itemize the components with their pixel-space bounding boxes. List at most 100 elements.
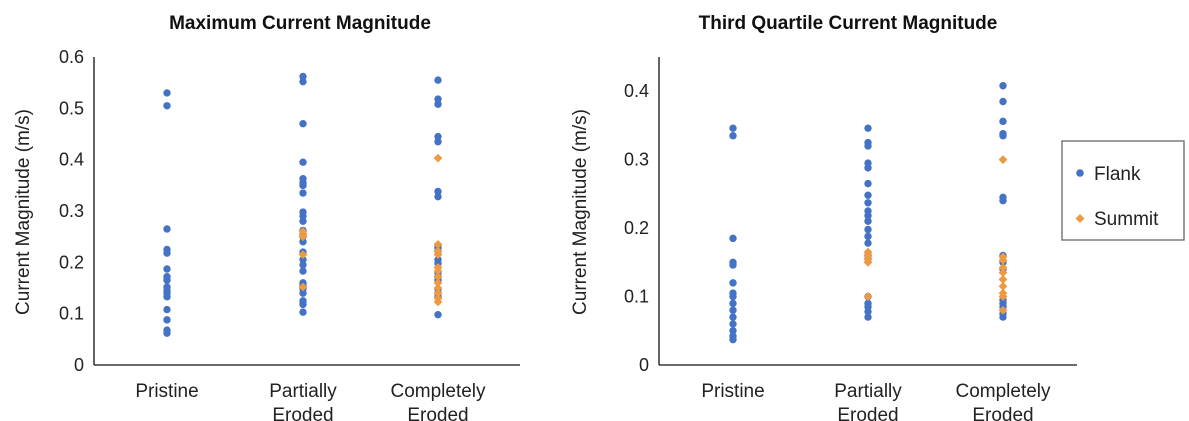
summit-data-point — [998, 292, 1008, 301]
flank-data-point — [864, 307, 872, 316]
flank-data-point — [163, 102, 171, 110]
flank-data-point — [434, 100, 442, 108]
y-axis-label: Current Magnitude (m/s) — [13, 109, 34, 315]
flank-data-point — [999, 117, 1007, 126]
flank-data-point — [299, 289, 307, 297]
legend: Flank Summit — [1061, 140, 1185, 241]
flank-data-point — [434, 132, 442, 141]
legend-box — [1061, 140, 1185, 241]
summit-data-point — [433, 283, 443, 293]
flank-data-point — [163, 225, 171, 233]
flank-data-point — [729, 124, 737, 132]
flank-data-point — [163, 316, 171, 324]
flank-data-point — [864, 191, 872, 199]
flank-data-point — [299, 267, 307, 275]
flank-data-point — [864, 313, 872, 321]
summit-data-point — [998, 275, 1008, 284]
x-category-label: Pristine — [135, 381, 198, 402]
flank-data-point — [163, 249, 171, 257]
legend-flank-label: Flank — [1094, 164, 1141, 185]
flank-data-point — [163, 293, 171, 301]
flank-data-point — [434, 187, 442, 196]
flank-data-point — [999, 82, 1007, 90]
flank-data-point — [729, 261, 737, 269]
flank-data-point — [729, 320, 737, 328]
summit-data-point — [433, 266, 443, 276]
flank-data-point — [729, 335, 737, 344]
flank-data-point — [299, 308, 307, 316]
flank-data-point — [729, 313, 737, 321]
y-tick-label: 0.4 — [624, 81, 649, 101]
flank-data-point — [163, 276, 171, 284]
y-tick-label: 0.3 — [59, 201, 84, 221]
flank-data-point — [299, 72, 307, 81]
flank-data-point — [299, 77, 307, 86]
flank-data-point — [999, 313, 1007, 321]
summit-data-point — [863, 292, 873, 301]
flank-data-point — [434, 310, 442, 319]
y-tick-label: 0.5 — [59, 98, 84, 118]
summit-data-point — [998, 263, 1008, 273]
flank-data-point — [864, 225, 872, 234]
summit-data-point — [998, 281, 1008, 291]
flank-data-point — [299, 120, 307, 128]
chart-title: Maximum Current Magnitude — [169, 13, 431, 34]
summit-data-point — [998, 155, 1008, 165]
flank-data-point — [299, 300, 307, 309]
x-category-label: Partially Eroded — [269, 381, 337, 421]
flank-data-point — [163, 305, 171, 314]
flank-data-point — [864, 199, 872, 207]
flank-data-point — [864, 179, 872, 188]
summit-data-point — [433, 239, 443, 249]
flank-data-point — [729, 292, 737, 301]
flank-data-point — [163, 265, 171, 273]
summit-data-point — [998, 268, 1008, 277]
flank-data-point — [299, 189, 307, 197]
flank-data-point — [864, 142, 872, 150]
flank-data-point — [434, 95, 442, 103]
flank-data-point — [163, 329, 171, 337]
summit-data-point — [298, 282, 308, 292]
chart-maximum-current-magnitude: Maximum Current Magnitude Current Magnit… — [13, 13, 520, 421]
x-category-label: Partially Eroded — [834, 381, 902, 421]
x-category-label: Completely Eroded — [390, 381, 486, 421]
flank-data-point — [729, 327, 737, 335]
flank-data-point — [729, 132, 737, 140]
y-tick-label: 0.3 — [624, 150, 649, 170]
summit-data-point — [433, 272, 443, 282]
chart-title: Third Quartile Current Magnitude — [699, 13, 998, 34]
y-axis-label: Current Magnitude (m/s) — [570, 109, 591, 315]
flank-data-point — [729, 306, 737, 314]
summit-data-point — [998, 255, 1008, 265]
x-category-label: Completely Eroded — [955, 381, 1051, 421]
legend-summit-label: Summit — [1094, 209, 1159, 230]
summit-data-point — [433, 250, 443, 260]
flank-data-point — [864, 232, 872, 241]
flank-data-point — [729, 299, 737, 308]
flank-data-point — [299, 158, 307, 166]
summit-data-point — [433, 297, 443, 307]
y-tick-label: 0.6 — [59, 47, 84, 67]
flank-data-point — [434, 138, 442, 146]
y-tick-label: 0 — [639, 355, 649, 375]
legend-summit-marker — [1075, 214, 1085, 223]
flank-data-point — [163, 89, 171, 97]
y-tick-label: 0.2 — [59, 252, 84, 272]
summit-data-point — [298, 250, 308, 260]
flank-data-point — [434, 192, 442, 201]
flank-data-point — [864, 164, 872, 172]
x-category-label: Pristine — [701, 381, 764, 402]
flank-data-point — [299, 261, 307, 269]
summit-data-point — [998, 305, 1008, 315]
flank-data-point — [864, 124, 872, 132]
flank-data-point — [999, 132, 1007, 140]
summit-data-point — [433, 153, 443, 163]
flank-data-point — [434, 76, 442, 84]
summit-data-point — [863, 257, 873, 267]
flank-data-point — [299, 238, 307, 246]
y-tick-label: 0.4 — [59, 150, 84, 170]
flank-data-point — [299, 181, 307, 190]
y-tick-label: 0 — [74, 355, 84, 375]
y-tick-label: 0.1 — [624, 287, 649, 307]
y-tick-label: 0.2 — [624, 218, 649, 238]
